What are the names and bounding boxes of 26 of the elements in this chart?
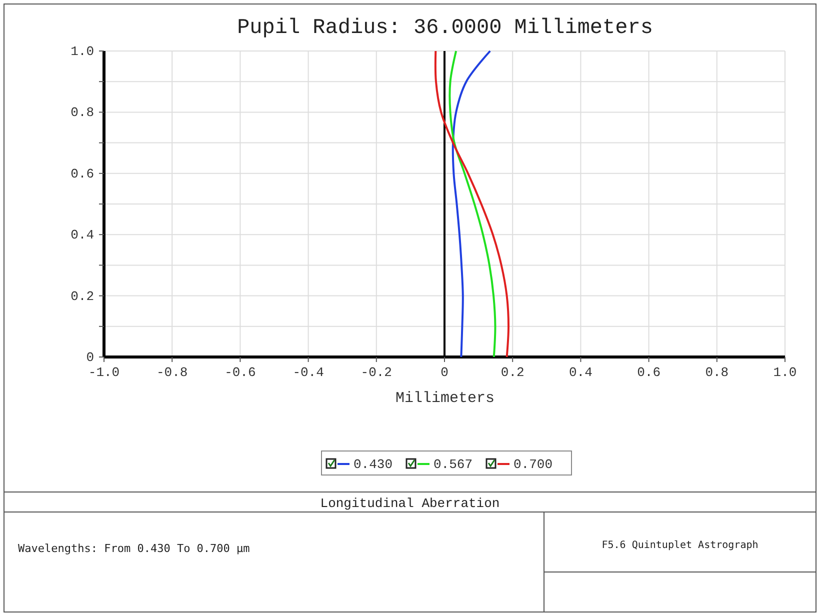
y-tick-label: 0.6 [70,166,94,182]
x-tick-label: -1.0 [88,365,120,380]
x-tick-label: 0.2 [500,365,524,380]
x-tick-label: 0 [440,365,448,380]
x-tick-label: -0.6 [224,365,256,380]
x-tick-label: 0.6 [637,365,661,380]
y-tick-label: 0.8 [70,105,94,120]
chart-title: Pupil Radius: 36.0000 Millimeters [237,17,653,40]
x-tick-label: -0.2 [360,365,392,380]
y-tick-label: 1.0 [70,44,94,59]
y-tick-label: 0.4 [70,228,94,243]
legend-label: 0.430 [354,457,393,472]
x-tick-label: 0.4 [568,365,593,380]
legend-label: 0.567 [434,457,473,472]
x-tick-label: 1.0 [773,365,797,380]
text: F5.6 Quintuplet Astrograph [602,540,758,551]
legend-label: 0.700 [514,457,553,472]
y-tick-label: 0.2 [70,288,94,304]
x-tick-label: 0.8 [705,365,729,380]
x-tick-label: -0.4 [292,365,324,380]
y-tick-label: 0 [86,350,94,365]
x-axis-title: Millimeters [395,390,495,407]
text: Wavelengths: From 0.430 To 0.700 µm [18,542,250,555]
line-series [434,50,510,358]
text: Longitudinal Aberration [320,496,500,511]
x-tick-label: -0.8 [156,365,188,380]
